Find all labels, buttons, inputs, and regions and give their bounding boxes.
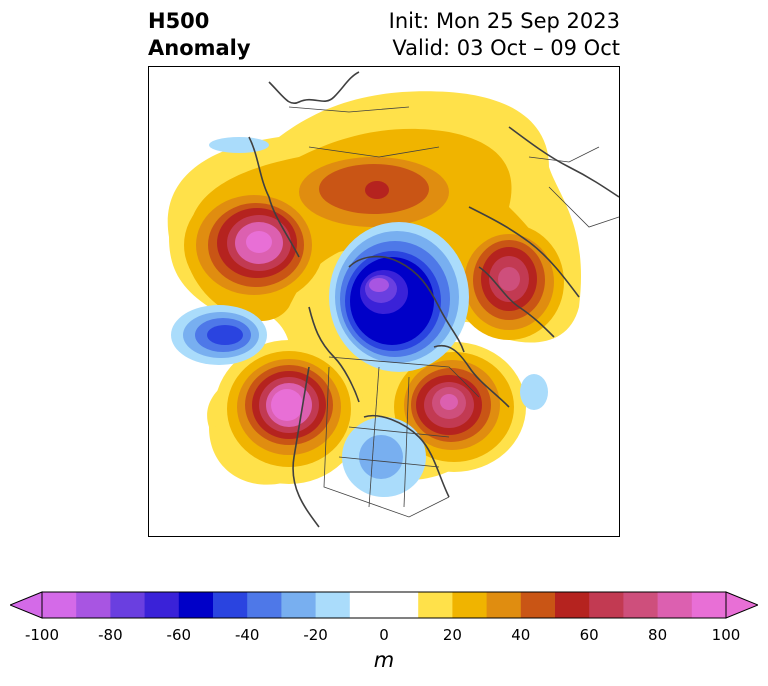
title-line-2: Anomaly <box>148 36 251 60</box>
colorbar-tick-label: -40 <box>234 626 260 644</box>
colorbar-tick-label: -80 <box>98 626 123 644</box>
colorbar-segment <box>76 592 111 618</box>
colorbar-segment <box>281 592 317 618</box>
trough-central-us <box>342 417 426 497</box>
colorbar-segment <box>486 592 522 618</box>
chart-title: H500 Anomaly <box>148 8 251 62</box>
colorbar-segment <box>555 592 590 618</box>
colorbar-tick-label: 100 <box>711 626 741 644</box>
colorbar-segment <box>589 592 624 618</box>
colorbar <box>10 591 758 619</box>
init-date: Init: Mon 25 Sep 2023 <box>388 9 620 33</box>
coastlines <box>248 71 619 528</box>
colorbar-tick-label: -20 <box>303 626 328 644</box>
colorbar-tick-label: 80 <box>648 626 668 644</box>
colorbar-segment <box>144 592 180 618</box>
colorbar-segment <box>657 592 693 618</box>
colorbar-segment <box>384 592 419 618</box>
colorbar-extend-high <box>725 591 758 619</box>
colorbar-extend-low <box>10 591 43 619</box>
colorbar-tick-label: -60 <box>166 626 192 644</box>
ridge-west <box>184 185 324 305</box>
borders <box>288 106 619 518</box>
trough-bering <box>209 137 269 153</box>
ridge-southwest <box>214 340 364 484</box>
colorbar-tick-label: 40 <box>511 626 531 644</box>
colorbar-tick-label: -100 <box>24 626 60 644</box>
colorbar-segment <box>691 592 727 618</box>
colorbar-tick-label: 20 <box>442 626 462 644</box>
colorbar-segment <box>418 592 453 618</box>
colorbar-segment <box>315 592 351 618</box>
colorbar-segment <box>213 592 248 618</box>
date-info: Init: Mon 25 Sep 2023 Valid: 03 Oct – 09… <box>389 8 620 62</box>
trough-atlantic <box>520 374 548 410</box>
colorbar-segments <box>10 591 758 619</box>
anomaly-map <box>167 71 619 528</box>
ridge-east <box>454 224 564 340</box>
colorbar-tick-label: 0 <box>379 626 389 644</box>
valid-range: Valid: 03 Oct – 09 Oct <box>392 36 620 60</box>
trough-polar <box>329 222 469 372</box>
colorbar-segment <box>178 592 214 618</box>
ridge-north <box>299 157 449 227</box>
colorbar-tick-label: 60 <box>579 626 599 644</box>
colorbar-border <box>41 591 727 619</box>
trough-pacific <box>171 305 267 365</box>
colorbar-segment <box>110 592 146 618</box>
colorbar-segment <box>247 592 282 618</box>
colorbar-segment <box>520 592 556 618</box>
colorbar-segment <box>452 592 488 618</box>
colorbar-segment <box>42 592 77 618</box>
map-panel <box>148 66 620 537</box>
title-line-1: H500 <box>148 9 210 33</box>
colorbar-segment <box>623 592 659 618</box>
units-label: m <box>373 648 395 672</box>
colorbar-segment <box>349 592 385 618</box>
